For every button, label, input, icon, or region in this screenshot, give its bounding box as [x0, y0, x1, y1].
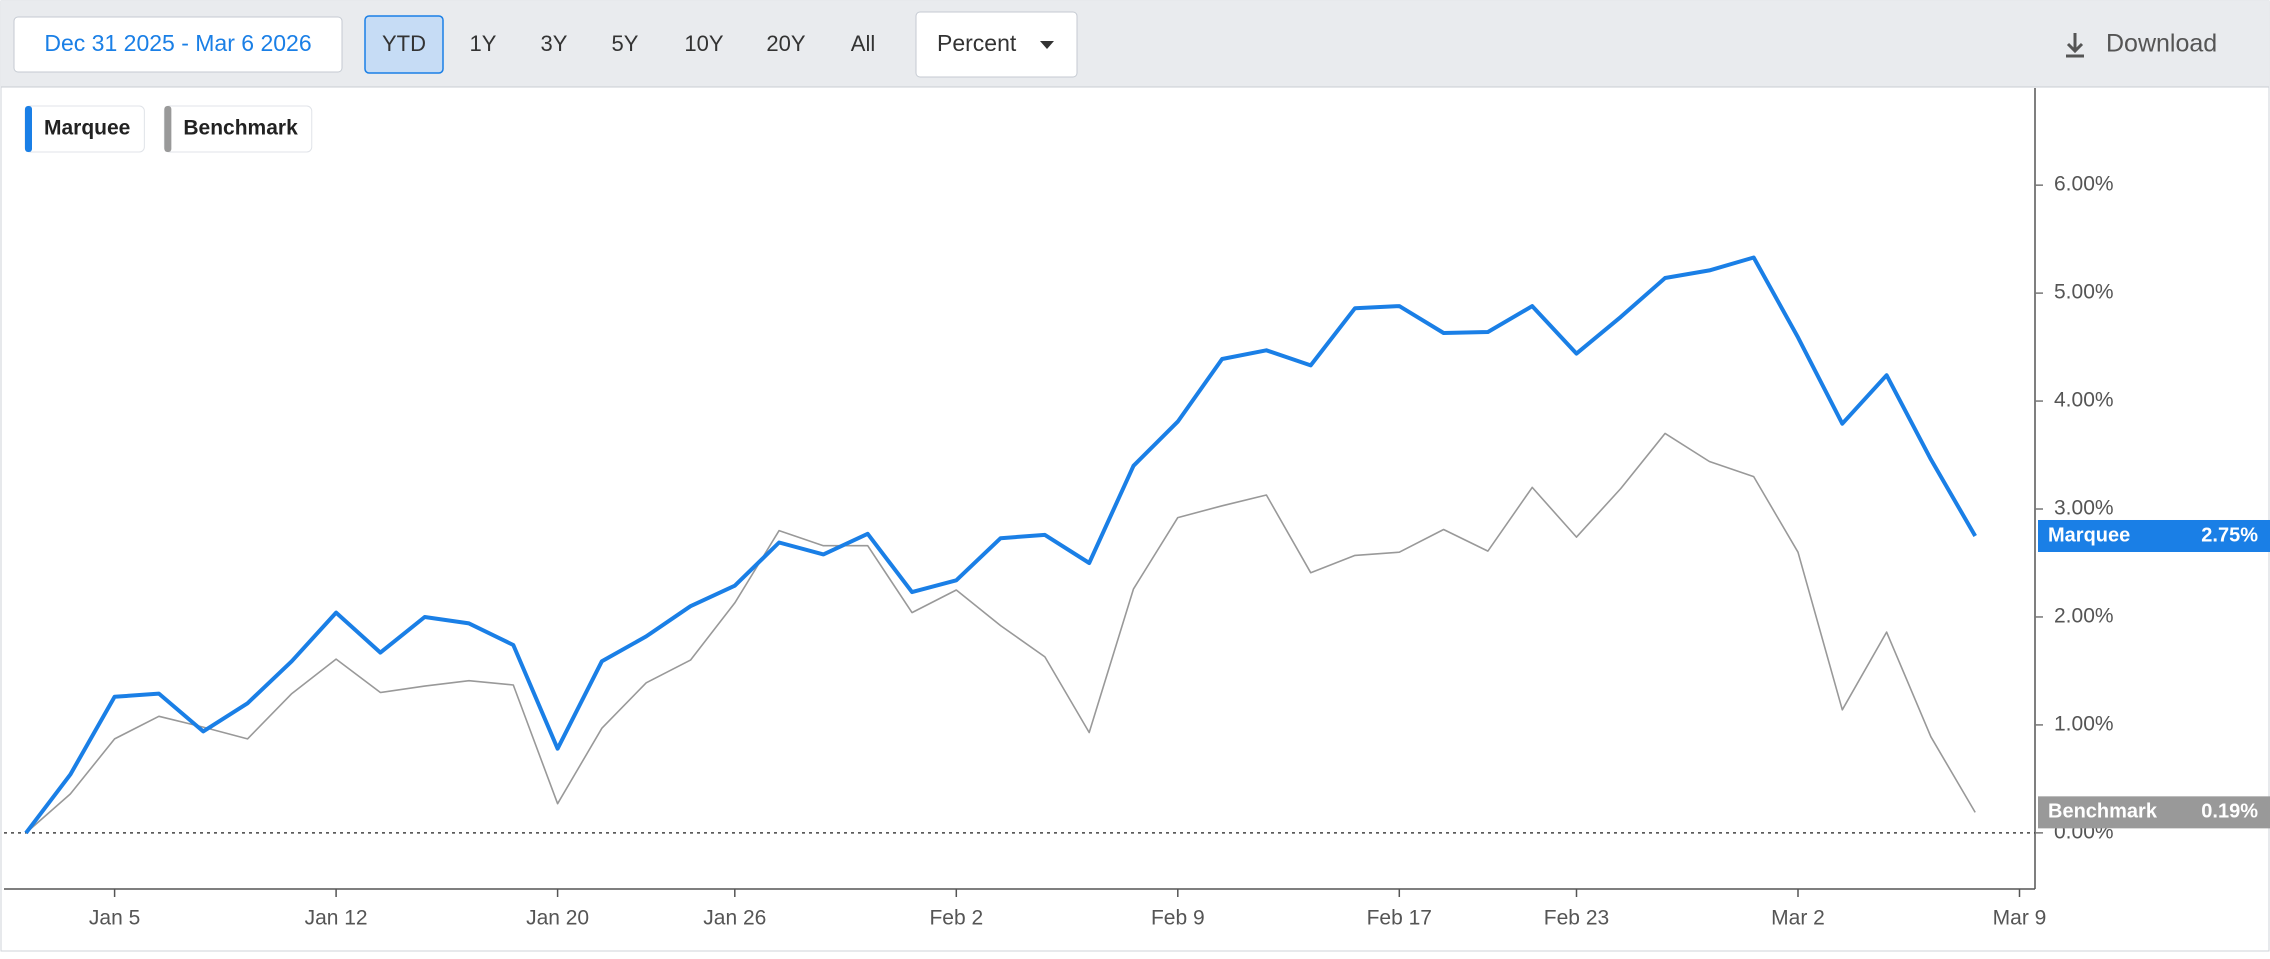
download-icon[interactable]	[2066, 33, 2084, 58]
dropdown-arrow	[1040, 41, 1054, 49]
end-tag	[2038, 519, 2270, 552]
mode-dropdown[interactable]	[915, 11, 1078, 78]
y-tick-label: 2.00%	[2054, 605, 2114, 628]
mode-label[interactable]: Percent	[937, 30, 1017, 56]
end-tag-name: Benchmark	[2048, 801, 2158, 823]
period-button[interactable]: 1Y	[470, 31, 497, 56]
series-line	[25, 432, 1976, 834]
y-tick-label: 1.00%	[2054, 712, 2114, 735]
legend-swatch	[25, 106, 32, 152]
x-tick-label: Mar 9	[1993, 907, 2047, 930]
period-button[interactable]: 3Y	[541, 31, 568, 56]
x-tick-label: Feb 17	[1367, 907, 1432, 930]
end-tag	[2038, 796, 2270, 829]
y-tick-label: 5.00%	[2054, 281, 2114, 304]
y-tick-label: 6.00%	[2054, 173, 2114, 196]
period-selected[interactable]	[364, 15, 444, 74]
legend-label[interactable]: Marquee	[44, 117, 130, 140]
y-tick-label: 3.00%	[2054, 497, 2114, 520]
y-tick-label: 4.00%	[2054, 389, 2114, 412]
x-tick-label: Jan 26	[703, 907, 766, 930]
end-tag-value: 0.19%	[2201, 801, 2258, 823]
x-tick-label: Jan 20	[526, 907, 589, 930]
legend-item[interactable]: Benchmark	[163, 105, 313, 153]
period-button[interactable]: All	[851, 31, 875, 56]
date-range[interactable]: Dec 31 2025 - Mar 6 2026	[44, 30, 311, 56]
x-tick-label: Jan 12	[305, 907, 368, 930]
x-tick-label: Mar 2	[1771, 907, 1825, 930]
end-tag-name: Marquee	[2048, 524, 2130, 546]
period-button[interactable]: YTD	[382, 31, 426, 56]
series-line	[24, 255, 1977, 835]
end-tag-value: 2.75%	[2201, 524, 2258, 546]
x-tick-label: Feb 23	[1544, 907, 1609, 930]
period-button[interactable]: 5Y	[612, 31, 639, 56]
period-button[interactable]: 10Y	[684, 31, 723, 56]
x-tick-label: Feb 9	[1151, 907, 1205, 930]
legend-item[interactable]: Marquee	[24, 105, 145, 153]
period-button[interactable]: 20Y	[766, 31, 805, 56]
legend-label[interactable]: Benchmark	[183, 117, 298, 140]
legend-swatch	[164, 106, 172, 152]
download[interactable]: Download	[2106, 30, 2217, 58]
date-range-box[interactable]	[13, 16, 343, 73]
x-tick-label: Jan 5	[89, 907, 140, 930]
x-tick-label: Feb 2	[929, 907, 983, 930]
